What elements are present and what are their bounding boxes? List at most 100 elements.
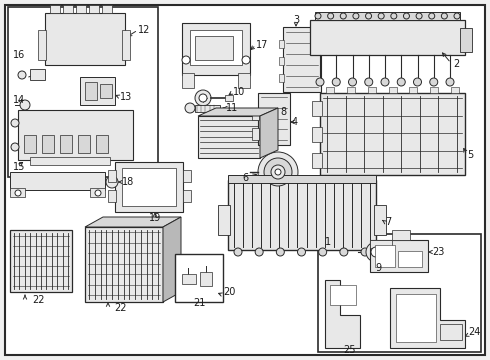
Text: 22: 22 — [114, 303, 126, 313]
Bar — [225, 95, 233, 101]
Circle shape — [446, 78, 454, 86]
Bar — [283, 27, 321, 92]
Bar — [182, 23, 250, 75]
Circle shape — [276, 248, 284, 256]
Polygon shape — [163, 217, 181, 302]
Bar — [30, 69, 45, 80]
Circle shape — [416, 13, 422, 19]
Bar — [440, 324, 462, 340]
Bar — [347, 87, 355, 93]
Text: 18: 18 — [122, 177, 134, 187]
Circle shape — [258, 152, 298, 192]
Circle shape — [275, 169, 281, 175]
Bar — [195, 105, 220, 112]
Bar — [218, 205, 230, 235]
Text: 21: 21 — [193, 298, 205, 308]
Circle shape — [297, 248, 305, 256]
Polygon shape — [198, 108, 278, 116]
Bar — [89, 5, 99, 13]
Bar — [252, 108, 259, 120]
Bar — [115, 162, 183, 212]
Circle shape — [340, 248, 348, 256]
Circle shape — [199, 94, 207, 102]
Text: 1: 1 — [325, 237, 331, 247]
Bar — [279, 74, 284, 82]
Circle shape — [15, 190, 21, 196]
Bar — [10, 230, 72, 292]
Bar — [8, 7, 158, 177]
Circle shape — [316, 78, 324, 86]
Circle shape — [182, 56, 190, 64]
Circle shape — [95, 190, 101, 196]
Bar — [108, 190, 116, 202]
Bar — [368, 87, 376, 93]
Circle shape — [348, 78, 357, 86]
Polygon shape — [85, 217, 181, 227]
Circle shape — [429, 13, 435, 19]
Bar — [374, 205, 386, 235]
Circle shape — [441, 13, 447, 19]
Circle shape — [366, 242, 386, 262]
Circle shape — [106, 176, 118, 188]
Text: 19: 19 — [149, 213, 161, 223]
Text: 5: 5 — [467, 150, 473, 160]
Circle shape — [18, 71, 26, 79]
Circle shape — [185, 103, 195, 113]
Bar — [175, 254, 223, 302]
Bar — [228, 180, 376, 250]
Circle shape — [397, 78, 405, 86]
Bar — [102, 5, 112, 13]
Bar — [312, 153, 322, 168]
Circle shape — [318, 248, 327, 256]
Text: 14: 14 — [13, 95, 25, 105]
Text: 11: 11 — [226, 103, 238, 113]
Bar — [451, 87, 459, 93]
Bar — [10, 188, 25, 197]
Bar — [96, 135, 108, 153]
Circle shape — [414, 78, 421, 86]
Bar — [63, 5, 73, 13]
Circle shape — [365, 78, 373, 86]
Circle shape — [11, 143, 19, 151]
Bar — [258, 93, 290, 145]
Text: 16: 16 — [13, 50, 25, 60]
Bar — [182, 73, 194, 88]
Circle shape — [403, 13, 410, 19]
Bar — [198, 116, 260, 158]
Text: 9: 9 — [375, 263, 381, 273]
Bar — [460, 28, 472, 52]
Text: 17: 17 — [256, 40, 269, 50]
Circle shape — [371, 247, 381, 257]
Bar — [315, 12, 460, 20]
Bar — [238, 73, 250, 88]
Circle shape — [255, 248, 263, 256]
Bar — [228, 175, 376, 183]
Circle shape — [381, 78, 389, 86]
Text: 13: 13 — [120, 92, 132, 102]
Bar — [396, 294, 436, 342]
Bar — [100, 84, 112, 98]
Bar — [78, 135, 90, 153]
Bar — [85, 227, 163, 302]
Text: 8: 8 — [280, 107, 286, 117]
Bar — [392, 230, 410, 240]
Bar — [398, 251, 422, 267]
Bar — [312, 127, 322, 142]
Bar — [195, 36, 233, 60]
Circle shape — [315, 13, 321, 19]
Circle shape — [11, 119, 19, 127]
Bar — [122, 30, 130, 60]
Bar — [409, 87, 417, 93]
Bar — [18, 110, 133, 160]
Bar — [320, 93, 465, 175]
Bar — [60, 135, 72, 153]
Bar — [90, 188, 105, 197]
Bar — [50, 5, 60, 13]
Bar — [38, 30, 46, 60]
Text: 23: 23 — [432, 247, 444, 257]
Circle shape — [332, 78, 340, 86]
Bar — [183, 170, 191, 182]
Circle shape — [378, 13, 384, 19]
Circle shape — [271, 165, 285, 179]
Bar — [310, 20, 465, 55]
